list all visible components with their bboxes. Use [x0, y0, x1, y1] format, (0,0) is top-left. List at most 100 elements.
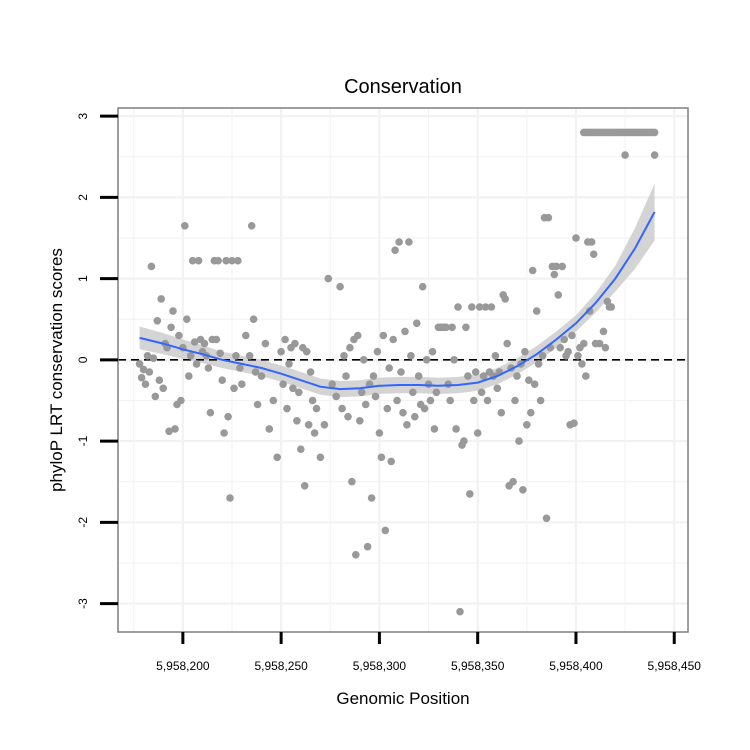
data-point — [580, 339, 588, 348]
data-point — [226, 494, 234, 502]
data-point — [385, 364, 394, 372]
data-point — [481, 303, 490, 311]
data-point — [578, 360, 586, 368]
data-point — [135, 360, 144, 368]
data-point — [238, 380, 246, 389]
data-point — [300, 482, 309, 490]
data-point — [407, 352, 415, 360]
data-point — [460, 437, 468, 445]
data-point — [200, 339, 209, 348]
data-point — [513, 372, 521, 380]
data-point — [261, 339, 270, 348]
smooth-trend-line — [139, 211, 656, 391]
data-point — [348, 477, 356, 486]
data-point — [403, 421, 411, 429]
data-point — [497, 408, 506, 417]
data-point — [387, 457, 396, 466]
data-point — [137, 373, 146, 382]
data-point — [220, 429, 228, 437]
x-tick-label: 5,958,250 — [254, 659, 308, 673]
x-tick-label: 5,958,350 — [451, 659, 505, 673]
data-point — [354, 331, 362, 340]
data-point — [316, 453, 325, 462]
data-point — [169, 307, 177, 315]
data-point — [650, 128, 659, 137]
data-point — [527, 408, 535, 417]
data-point — [585, 307, 594, 315]
data-point — [373, 347, 382, 356]
data-point — [574, 352, 582, 360]
data-point — [395, 238, 403, 246]
data-point — [556, 343, 564, 352]
data-point — [249, 315, 258, 324]
data-point — [216, 349, 224, 358]
data-point — [192, 360, 201, 368]
x-tick-label: 5,958,400 — [549, 659, 603, 673]
data-point — [568, 331, 576, 340]
data-point — [206, 408, 215, 417]
data-point — [432, 388, 441, 397]
data-point — [332, 392, 341, 401]
x-axis-title: Genomic Position — [336, 689, 469, 708]
data-point — [530, 380, 539, 389]
data-point — [487, 303, 496, 311]
y-tick-label: -2 — [76, 517, 90, 528]
data-point — [560, 335, 568, 344]
data-point — [359, 356, 368, 364]
data-point — [293, 417, 301, 425]
data-point — [393, 396, 401, 405]
data-point — [149, 354, 158, 363]
data-point — [456, 607, 464, 616]
data-point — [177, 396, 185, 405]
data-point — [212, 335, 221, 344]
data-point — [230, 384, 238, 393]
data-point — [340, 352, 348, 360]
data-point — [279, 380, 287, 389]
data-point — [536, 396, 545, 405]
data-point — [377, 453, 386, 462]
data-point — [194, 256, 203, 265]
data-point — [479, 372, 488, 380]
data-point — [528, 266, 537, 275]
data-point — [214, 256, 222, 265]
data-point — [190, 338, 199, 346]
data-point — [532, 307, 541, 315]
data-point — [145, 368, 154, 376]
data-point — [151, 392, 160, 401]
data-point — [228, 256, 236, 265]
data-point — [519, 486, 527, 494]
data-point — [375, 429, 384, 437]
data-point — [367, 494, 376, 502]
data-point — [153, 317, 162, 325]
data-point — [224, 412, 232, 421]
data-point — [167, 323, 175, 332]
data-point — [269, 396, 278, 405]
data-point — [558, 262, 566, 271]
data-point — [468, 303, 476, 311]
data-point — [601, 343, 610, 352]
data-point — [297, 445, 305, 454]
data-point — [141, 380, 150, 389]
data-point — [452, 425, 460, 433]
x-tick-label: 5,958,300 — [353, 659, 407, 673]
data-point — [466, 490, 474, 498]
data-point — [413, 319, 421, 328]
data-point — [291, 339, 299, 348]
data-point — [165, 427, 173, 436]
data-point — [344, 412, 352, 421]
data-point — [171, 425, 179, 433]
grid-lines — [118, 108, 688, 632]
data-point — [143, 352, 152, 360]
smooth-line — [139, 211, 656, 391]
data-point — [234, 256, 242, 265]
data-point — [418, 282, 427, 291]
data-point — [342, 372, 350, 380]
y-tick-label: 1 — [76, 275, 90, 282]
data-point — [383, 404, 392, 413]
data-point — [554, 291, 563, 299]
data-point — [409, 388, 417, 397]
y-axis: -3 -2 -1 0 1 2 3 — [76, 112, 118, 609]
data-point — [389, 335, 398, 344]
data-point — [538, 352, 547, 360]
